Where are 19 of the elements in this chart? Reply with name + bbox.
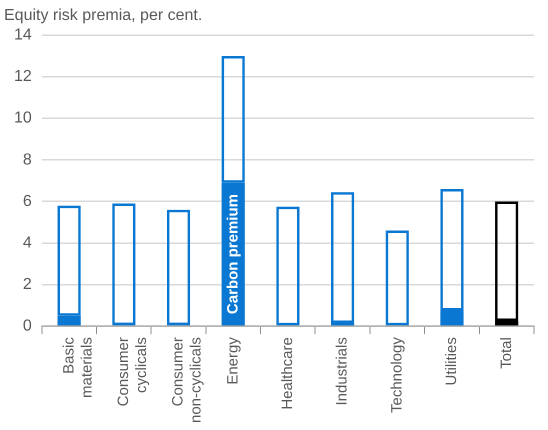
x-tick-label: Energy — [224, 336, 242, 385]
x-tick-label: Basic materials — [60, 336, 96, 398]
y-tick-label: 8 — [22, 151, 32, 168]
y-tick-label: 10 — [14, 110, 32, 127]
x-tick-label: Utilities — [443, 337, 460, 386]
y-tick-label: 4 — [22, 234, 32, 252]
y-tick-label: 0 — [22, 318, 32, 335]
y-tick-label: 12 — [14, 68, 32, 86]
chart-title: Equity risk premia, per cent. — [4, 7, 202, 24]
x-tick-label: Industrials — [334, 337, 351, 406]
y-tick-label: 2 — [22, 276, 32, 293]
y-tick-label: 14 — [14, 26, 32, 44]
bar — [166, 210, 190, 326]
x-tick-label: Total — [498, 337, 515, 369]
x-tick-label: Healthcare — [279, 337, 296, 410]
bar — [112, 204, 136, 326]
y-tick-label: 6 — [22, 192, 32, 210]
x-tick-label: Technology — [388, 336, 406, 414]
series-label: Carbon premium — [224, 194, 242, 314]
